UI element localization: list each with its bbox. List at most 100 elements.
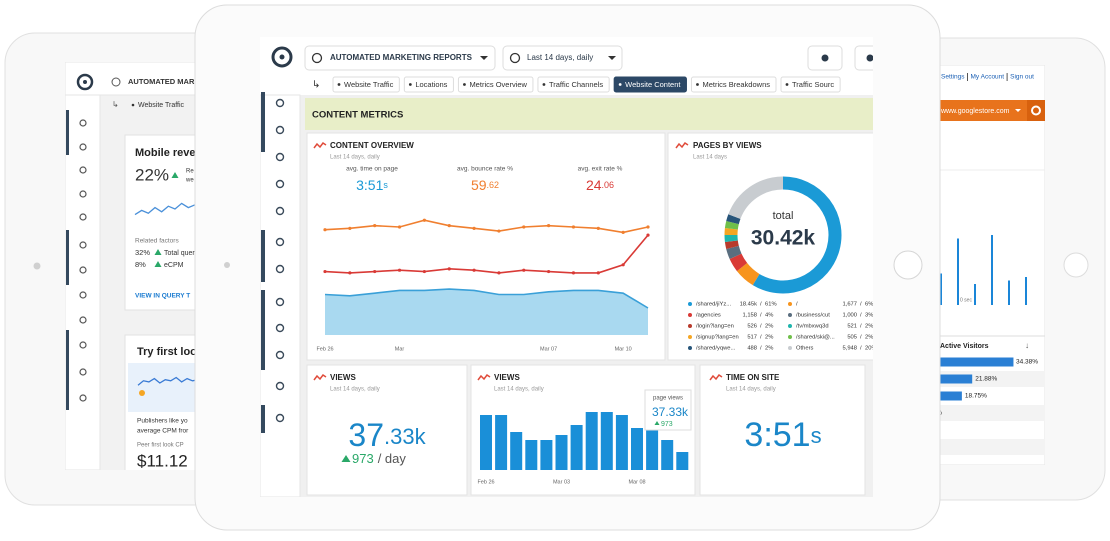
tab[interactable] [457,76,534,93]
label: 8% [135,260,146,269]
point [621,263,625,267]
link[interactable]: VIEW IN QUERY T [135,293,190,300]
value-minor: .33k [384,424,427,449]
kpi-value: 24.06 [586,177,614,193]
label: 6% [865,302,873,308]
label: 20% [865,346,877,352]
point [397,268,402,272]
tab-label[interactable]: Website Content [625,80,681,89]
label: 1,677 [842,302,857,308]
label: Re [186,169,194,175]
donut-segment [728,176,784,220]
point [547,269,551,274]
point [373,224,377,228]
label: www.googlestore.com [940,108,1010,115]
link[interactable]: Sign out [1010,74,1034,81]
sidebar-icon[interactable] [275,98,285,108]
sidebar-icon[interactable] [275,350,285,360]
label: 2% [765,335,773,341]
home-button [1063,252,1089,278]
point [571,225,576,229]
report-dropdown[interactable] [304,45,496,71]
sidebar-icon[interactable] [79,143,87,151]
label: 21.88% [975,376,997,383]
point [472,226,476,230]
sidebar-accent [261,230,265,282]
sidebar-icon[interactable] [79,394,87,402]
sidebar-icon[interactable] [79,368,87,376]
tab[interactable] [613,76,687,93]
branch-icon: ↳ [112,100,119,109]
sidebar-icon[interactable] [79,316,87,324]
tab-label[interactable]: Traffic Channels [549,80,603,89]
sidebar-icon[interactable] [79,266,87,274]
sidebar-icon[interactable] [79,190,87,198]
tab[interactable] [403,76,454,93]
gear-button[interactable] [1027,100,1045,121]
sidebar-icon[interactable] [275,381,285,391]
sidebar-icon[interactable] [79,291,87,299]
legend-dot [688,302,692,306]
point [422,218,426,222]
card-icon [313,373,327,381]
label: 4% [765,313,773,319]
bar [480,415,492,470]
bar [570,425,583,470]
sidebar-icon[interactable] [275,264,285,274]
sidebar-icon[interactable] [275,179,285,189]
logo-dot [279,54,285,60]
sidebar-accent [66,110,69,155]
sidebar-icon[interactable] [275,413,285,423]
sidebar-icon[interactable] [79,166,87,174]
label: 521 [847,324,857,330]
sidebar-icon[interactable] [275,297,285,307]
link[interactable]: Settings [941,74,965,81]
tab-bullet [408,83,412,86]
label: /shared/jiYz... [696,302,732,308]
label: Peer first look CP [137,443,184,449]
date-dropdown[interactable] [502,45,623,71]
value-main: 59 [471,177,487,193]
tab[interactable] [332,76,400,93]
camera [33,262,41,270]
sidebar-icon[interactable] [275,323,285,333]
label: CONTENT OVERVIEW [330,141,414,150]
tab-label[interactable]: Metrics Breakdowns [702,80,770,89]
kpi-value: 3:51s [356,177,388,193]
card-icon [477,373,491,381]
bar [661,440,674,470]
tab-bullet [696,83,699,86]
sidebar-icon[interactable] [79,241,87,249]
icon-button[interactable] [854,45,889,71]
tab[interactable] [537,76,610,93]
sidebar-icon[interactable] [79,341,87,349]
sidebar-icon[interactable] [275,237,285,247]
link[interactable]: My Account [971,74,1005,81]
legend-dot [788,302,792,306]
label: /signup?lang=en [696,335,739,341]
globe-icon [311,52,323,64]
tooltip [644,389,692,431]
label: / [760,346,762,352]
tab[interactable] [690,76,777,93]
sidebar-icon[interactable] [275,152,285,162]
point [348,271,352,275]
donut-segment [736,262,760,286]
bar [585,412,598,470]
sidebar-icon[interactable] [79,213,87,221]
point [571,271,576,275]
label: Last 14 days, daily [726,387,776,393]
tab-label[interactable]: Metrics Overview [469,80,527,89]
tab-label[interactable]: Website Traffic [138,102,185,109]
tab-label[interactable]: Website Traffic [344,80,394,89]
sparkline [134,202,196,216]
tab-label[interactable]: Locations [415,80,447,89]
value-minor: s [811,423,822,448]
tab[interactable] [780,76,841,93]
label: / [860,302,862,308]
x-tick-label: Mar 07 [540,346,557,352]
sidebar-icon[interactable] [275,125,285,135]
tab-label[interactable]: Traffic Sourc [792,80,834,89]
sidebar-icon[interactable] [79,119,87,127]
sidebar-icon[interactable] [275,206,285,216]
